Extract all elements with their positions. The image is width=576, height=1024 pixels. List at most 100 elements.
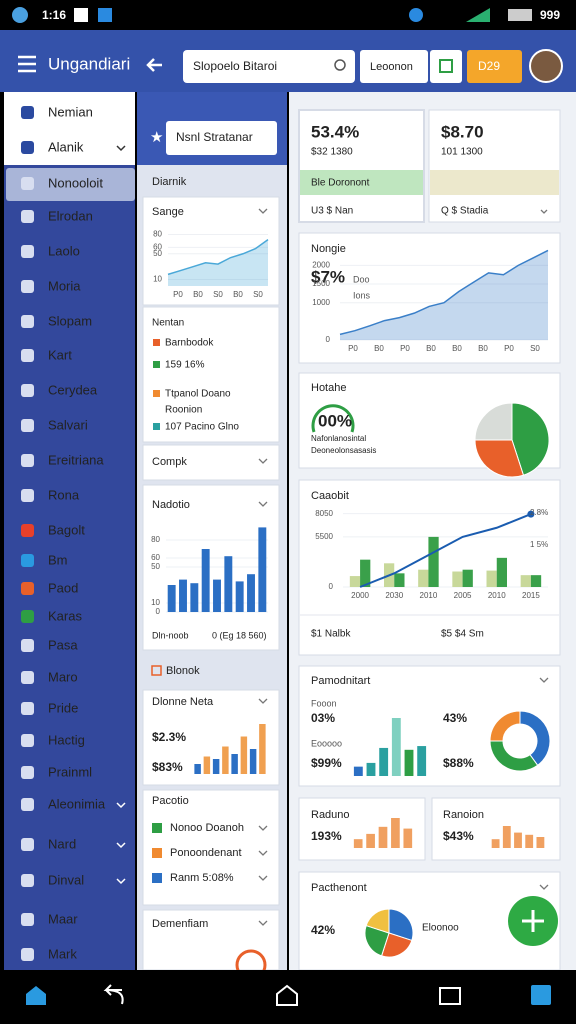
menu-item[interactable]: Dinval	[48, 872, 84, 887]
menu-item[interactable]: Pride	[48, 700, 78, 715]
point	[527, 510, 535, 518]
icon-button[interactable]	[430, 50, 462, 83]
back-key[interactable]	[103, 984, 124, 1005]
menu-item[interactable]: Maar	[48, 911, 78, 926]
metric: 43%	[443, 711, 467, 725]
icon	[153, 361, 160, 368]
card-title: Pacotio	[152, 795, 189, 807]
app-icon[interactable]	[531, 985, 551, 1005]
menu-item[interactable]: Nard	[48, 836, 76, 851]
star[interactable]: ★	[150, 129, 163, 146]
menu-item[interactable]: Aleonimia	[48, 796, 106, 811]
menu-item[interactable]: Paod	[48, 580, 78, 595]
bar	[203, 756, 211, 774]
card-title: Hotahe	[311, 382, 346, 394]
icon	[153, 390, 160, 397]
card	[142, 909, 280, 971]
x-tick-label: B0	[452, 344, 462, 353]
menu-icon	[21, 177, 34, 190]
menu-item[interactable]: Slopam	[48, 313, 92, 328]
area	[340, 250, 548, 340]
card-title: Compk	[152, 456, 187, 468]
menu-icon	[21, 702, 34, 715]
line	[339, 249, 549, 336]
menu-item[interactable]: Mark	[48, 946, 77, 961]
list-item[interactable]: Ponoondenant	[170, 847, 242, 859]
menu-item[interactable]: Prainml	[48, 764, 92, 779]
card[interactable]	[142, 444, 280, 481]
menu-icon	[21, 639, 34, 652]
card-title: Caaobit	[311, 490, 349, 502]
menu-item[interactable]: Laolo	[48, 243, 80, 258]
menu-item[interactable]: Pasa	[48, 637, 78, 652]
home-app[interactable]	[26, 986, 46, 1005]
badge-button[interactable]	[467, 50, 522, 83]
footer-text: 0 (Eg 18 560)	[212, 630, 267, 640]
y-tick-label: 50	[151, 562, 160, 571]
button[interactable]	[360, 50, 428, 83]
home-key[interactable]	[276, 984, 298, 1006]
avatar[interactable]	[529, 49, 563, 83]
menu-item[interactable]: Elrodan	[48, 208, 93, 223]
menu-item[interactable]: Salvari	[48, 417, 88, 432]
menu-item[interactable]: Maro	[48, 669, 78, 684]
menu-icon	[21, 315, 34, 328]
metric: $2.3%	[152, 730, 186, 744]
card-title: Raduno	[311, 809, 350, 821]
menu-icon	[21, 610, 34, 623]
card	[142, 789, 280, 906]
card-title: Pacthenont	[311, 882, 367, 894]
list-item[interactable]: Ranm 5:08%	[170, 872, 234, 884]
search-box[interactable]	[183, 50, 355, 83]
list-item: Ttpanol Doano	[165, 389, 231, 400]
status-icon	[12, 7, 28, 23]
bar	[258, 527, 267, 612]
menu-button[interactable]	[18, 55, 36, 73]
bar	[520, 575, 531, 587]
menu-item[interactable]: Hactig	[48, 732, 85, 747]
x-tick-label: B0	[426, 344, 436, 353]
menu-icon	[21, 582, 34, 595]
menu-item[interactable]: Bm	[48, 552, 68, 567]
bar	[167, 585, 176, 612]
bar	[353, 766, 363, 776]
bar	[190, 583, 199, 612]
menu-item[interactable]: Bagolt	[48, 522, 85, 537]
menu-item[interactable]: Alanik	[48, 139, 84, 154]
menu-item[interactable]: Kart	[48, 347, 72, 362]
label: Fooon	[311, 698, 337, 708]
menu-item[interactable]: Ereitriana	[48, 452, 104, 467]
y2-tick-label: 2.8%	[530, 508, 548, 517]
recents-key[interactable]	[439, 987, 461, 1005]
menu-item[interactable]: Rona	[48, 487, 80, 502]
list-item[interactable]: Nonoo Doanoh	[170, 822, 244, 834]
status-icon	[74, 8, 88, 22]
label: Eloonoo	[422, 923, 459, 934]
list-item: Roonion	[165, 405, 202, 416]
slice	[364, 924, 390, 957]
bar	[530, 575, 542, 587]
menu-item[interactable]: Moria	[48, 278, 81, 293]
bar	[462, 569, 473, 587]
metric: $43%	[443, 829, 474, 843]
slice	[380, 932, 413, 958]
back-button[interactable]	[146, 58, 162, 72]
search-box[interactable]	[166, 121, 277, 155]
note: Deoneolonsasasis	[311, 446, 376, 455]
x-tick-label: 2000	[351, 591, 369, 600]
y-tick-label: 60	[153, 242, 162, 251]
y-tick-label: 8050	[315, 509, 333, 518]
badge-label: D29	[478, 59, 500, 73]
menu-item[interactable]: Nemian	[48, 104, 93, 119]
bar	[428, 536, 439, 587]
bar	[247, 574, 255, 612]
icon	[152, 848, 162, 858]
sidebar-items: Nemian Alanik Nonooloit Elrodan Laolo Moria Sl…	[21, 104, 126, 961]
menu-item[interactable]: Cerydea	[48, 382, 98, 397]
menu-item[interactable]: Karas	[48, 608, 82, 623]
menu-icon	[21, 554, 34, 567]
bar	[379, 747, 389, 776]
x-tick-label: P0	[504, 344, 514, 353]
menu-item[interactable]: Nonooloit	[48, 175, 103, 190]
